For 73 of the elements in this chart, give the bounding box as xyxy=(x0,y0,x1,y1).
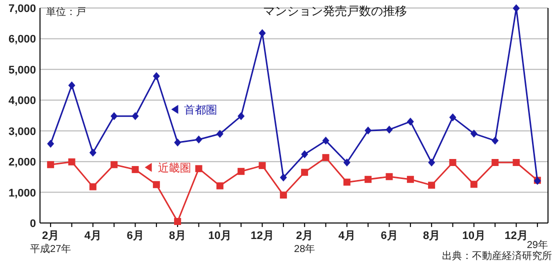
point xyxy=(47,140,54,148)
point xyxy=(68,81,76,90)
point xyxy=(152,181,160,188)
point xyxy=(428,158,436,166)
x-tick-label: 6月 xyxy=(380,230,398,242)
point xyxy=(280,192,287,199)
y-tick-label: 0 xyxy=(30,218,36,230)
point xyxy=(492,158,499,166)
point xyxy=(406,176,414,183)
point xyxy=(301,150,308,158)
y-tick-label: 1,000 xyxy=(8,187,36,200)
point xyxy=(132,166,139,174)
x-tick-label: 2月 xyxy=(296,230,314,242)
point xyxy=(238,112,245,120)
point xyxy=(449,158,456,166)
chart-title: マンション発売戸数の推移 xyxy=(263,4,407,18)
legend-label: 首都圏 xyxy=(184,103,218,116)
point xyxy=(492,136,499,145)
point xyxy=(174,218,182,225)
point xyxy=(258,162,266,170)
point xyxy=(195,165,202,172)
y-tick-label: 7,000 xyxy=(8,3,36,15)
point xyxy=(110,161,118,168)
point xyxy=(301,168,308,176)
y-tick-label: 3,000 xyxy=(8,126,36,138)
x-tick-label: 10月 xyxy=(208,230,232,242)
point xyxy=(152,72,160,80)
y-tick-label: 5,000 xyxy=(8,64,36,76)
legend-label: 近畿圏 xyxy=(158,161,191,174)
y-tick-label: 2,000 xyxy=(8,156,36,169)
point xyxy=(386,126,393,134)
point xyxy=(512,158,520,166)
x-tick-label: 8月 xyxy=(169,230,186,242)
y-tick-label: 6,000 xyxy=(8,34,36,46)
point xyxy=(386,173,393,180)
point xyxy=(216,182,224,190)
x-tick-label: 8月 xyxy=(423,230,440,242)
point xyxy=(343,158,350,166)
text: 28年 xyxy=(294,243,316,255)
text: 29年 xyxy=(526,239,548,251)
point xyxy=(512,4,520,12)
x-tick-label: 4月 xyxy=(338,230,356,242)
x-tick-label: 12月 xyxy=(504,230,528,242)
point xyxy=(470,130,478,138)
point xyxy=(406,118,414,126)
point xyxy=(174,138,182,147)
annotation: 単位：戸 xyxy=(46,6,86,18)
point xyxy=(280,174,287,182)
point xyxy=(68,158,76,166)
source-note: 出典：不動産経済研究所 xyxy=(442,250,552,262)
point xyxy=(89,148,96,157)
point xyxy=(364,126,372,135)
point xyxy=(238,168,245,175)
x-tick-label: 10月 xyxy=(462,230,486,242)
point xyxy=(216,130,224,138)
point xyxy=(89,183,96,190)
y-tick-label: 4,000 xyxy=(8,95,36,108)
x-tick-label: 12月 xyxy=(250,230,274,242)
point xyxy=(47,161,54,168)
x-tick-label: 6月 xyxy=(126,230,144,242)
point xyxy=(132,112,139,120)
point xyxy=(343,178,350,186)
point xyxy=(322,136,330,145)
point xyxy=(110,112,118,120)
point xyxy=(449,113,456,122)
text: 平成27年 xyxy=(30,243,72,255)
point xyxy=(322,154,330,162)
x-tick-label: 2月 xyxy=(42,230,60,242)
point xyxy=(470,180,478,188)
point xyxy=(428,182,436,189)
x-tick-label: 4月 xyxy=(84,230,102,242)
point xyxy=(364,176,372,183)
point xyxy=(195,135,202,144)
